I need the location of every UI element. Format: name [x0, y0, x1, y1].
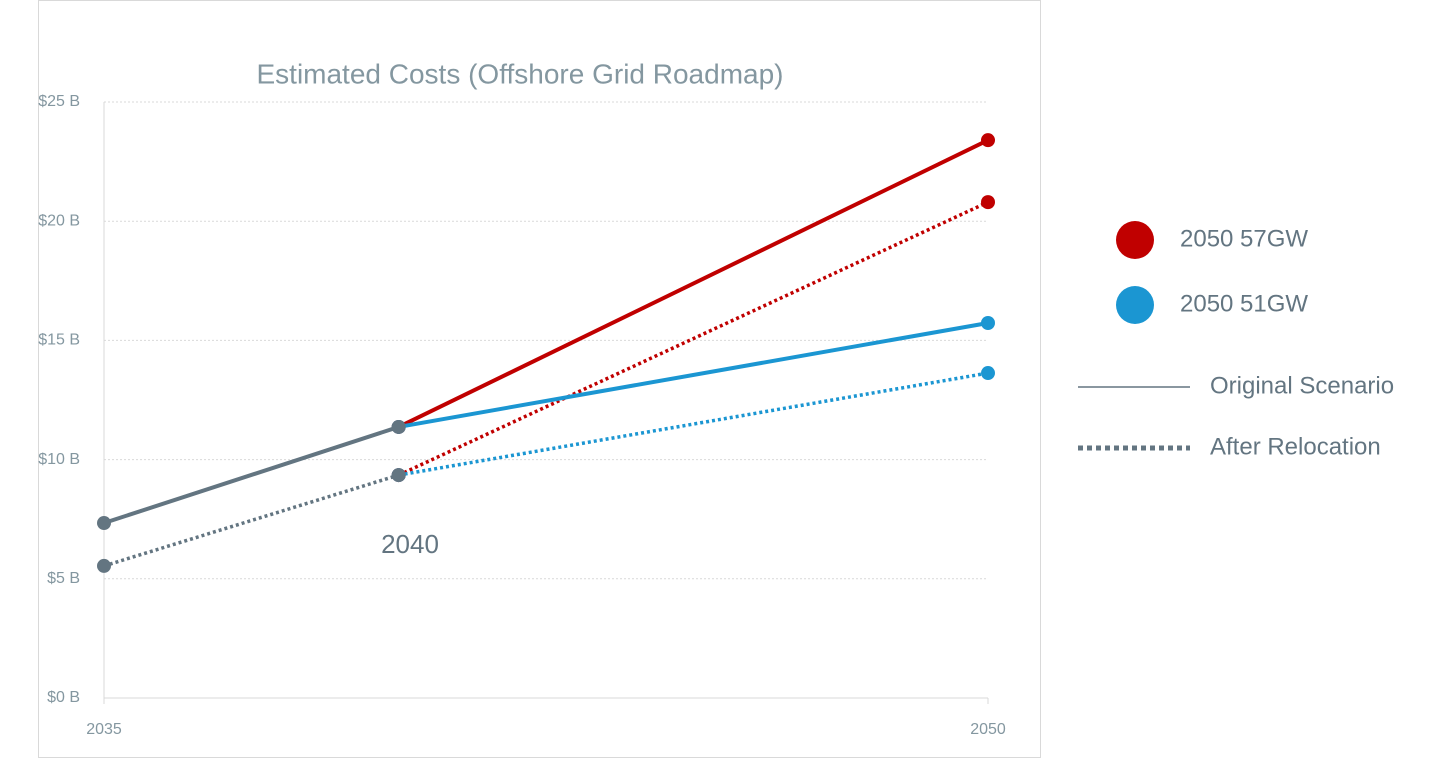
y-tick-label: $10 B: [38, 451, 80, 468]
series-line: [397, 138, 989, 429]
legend-symbol: [1116, 286, 1154, 324]
chart-frame: [38, 0, 1041, 758]
y-tick-label: $5 B: [47, 570, 80, 587]
point: [391, 419, 406, 434]
point: [981, 366, 995, 381]
legend-label: After Relocation: [1210, 433, 1381, 460]
x-tick-label: 2050: [970, 721, 1006, 738]
legend-label: 2050 51GW: [1180, 290, 1308, 317]
series-line: [103, 425, 400, 525]
point: [981, 133, 995, 148]
legend-label: 2050 57GW: [1180, 225, 1308, 252]
point: [97, 558, 111, 573]
chart-title: Estimated Costs (Offshore Grid Roadmap): [256, 58, 783, 89]
point: [981, 195, 995, 210]
y-tick-label: $0 B: [47, 689, 80, 706]
y-tick-label: $15 B: [38, 332, 80, 349]
point: [391, 468, 406, 483]
point: [97, 516, 111, 531]
series-line: [397, 200, 989, 477]
point: [981, 315, 995, 330]
legend-label: Original Scenario: [1210, 372, 1394, 399]
annotation: 2040: [381, 529, 439, 559]
x-tick-label: 2035: [86, 721, 122, 738]
y-tick-label: $25 B: [38, 93, 80, 110]
legend-symbol: [1116, 221, 1154, 259]
series-line: [398, 321, 989, 429]
series-line: [398, 371, 989, 477]
y-tick-label: $20 B: [38, 212, 80, 229]
